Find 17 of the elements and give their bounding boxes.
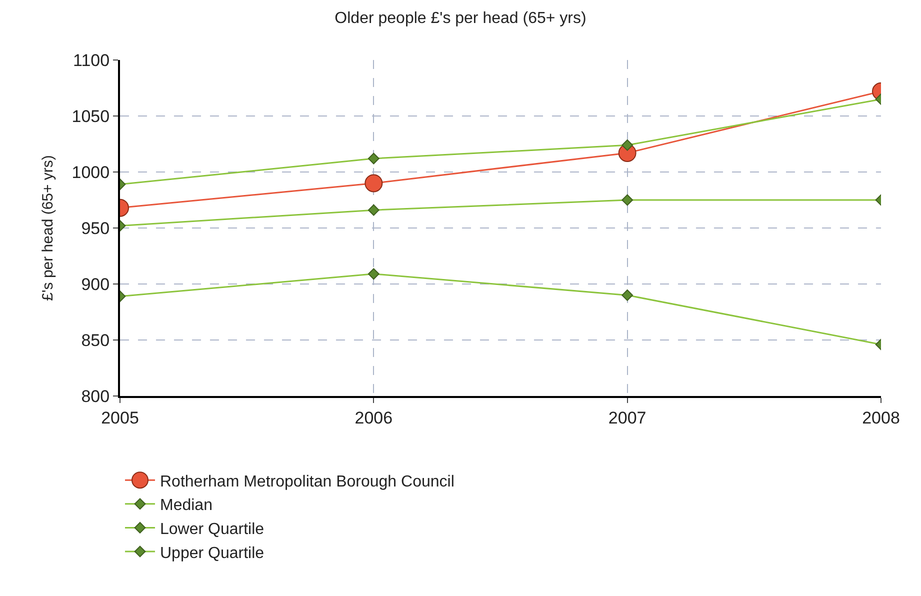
legend-label: Lower Quartile — [160, 520, 264, 538]
y-tick-label: 850 — [81, 330, 110, 350]
y-tick-label: 950 — [81, 218, 110, 238]
y-tick-label: 900 — [81, 274, 110, 294]
y-tick-label: 1100 — [73, 50, 110, 70]
x-tick-label: 2005 — [101, 408, 139, 428]
y-tick-label: 1050 — [72, 106, 110, 126]
y-tick-label: 800 — [81, 386, 110, 406]
x-tick-label: 2007 — [608, 408, 646, 428]
y-axis-title: £'s per head (65+ yrs) — [40, 155, 57, 301]
chart-title: Older people £'s per head (65+ yrs) — [334, 10, 586, 28]
x-tick-label: 2008 — [862, 408, 900, 428]
x-tick-label: 2006 — [354, 408, 393, 428]
legend-label: Median — [160, 497, 212, 514]
legend-label: Rotherham Metropolitan Borough Council — [160, 473, 454, 490]
y-tick-label: 1000 — [72, 162, 110, 182]
legend-label: Upper Quartile — [160, 544, 264, 562]
